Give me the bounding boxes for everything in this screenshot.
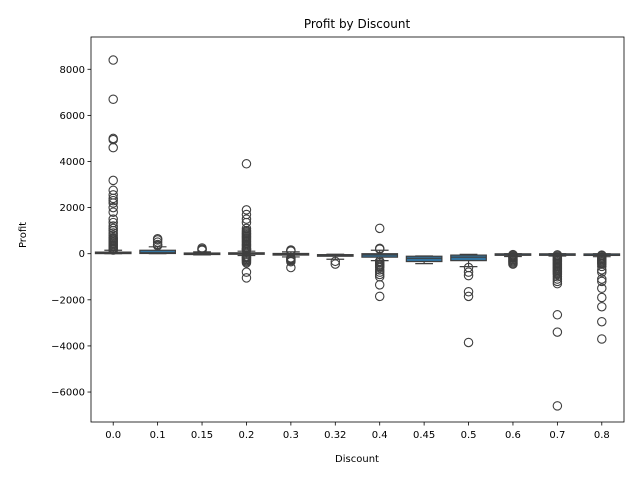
outlier-point: [241, 159, 252, 169]
outlier-point: [552, 272, 563, 282]
x-tick-label: 0.6: [505, 430, 521, 441]
y-axis-title: Profit: [18, 222, 29, 248]
outlier-point: [597, 301, 607, 312]
x-tick-label: 0.45: [413, 430, 435, 441]
outlier-point: [552, 274, 563, 284]
outlier-point: [552, 401, 563, 411]
outlier-point: [241, 258, 252, 268]
outlier-point: [552, 269, 563, 280]
x-tick-label: 0.8: [594, 430, 610, 441]
x-tick-label: 0.4: [372, 430, 388, 441]
outlier-point: [374, 223, 385, 234]
outlier-point: [597, 261, 607, 272]
outlier-point: [597, 316, 607, 327]
outlier-point: [463, 337, 474, 348]
outlier-point: [286, 262, 296, 273]
outlier-point: [108, 193, 118, 204]
outlier-point: [374, 280, 385, 290]
outlier-point: [597, 274, 607, 284]
y-tick-label: 6000: [60, 111, 85, 122]
outlier-point: [374, 262, 385, 273]
y-tick-label: 4000: [60, 157, 85, 168]
outlier-point: [463, 267, 474, 277]
x-tick-label: 0.7: [549, 430, 565, 441]
y-tick-label: −6000: [51, 388, 85, 399]
outlier-point: [374, 267, 385, 277]
outlier-point: [152, 237, 163, 247]
outlier-point: [108, 221, 118, 231]
outlier-point: [152, 240, 163, 251]
outlier-point: [241, 205, 252, 215]
outlier-point: [552, 310, 563, 320]
outlier-point: [552, 276, 563, 287]
outlier-point: [597, 334, 607, 344]
x-tick-label: 0.0: [105, 430, 121, 441]
y-tick-label: 8000: [60, 65, 85, 76]
outlier-point: [374, 291, 385, 302]
outlier-point: [463, 270, 474, 281]
outlier-point: [108, 142, 118, 153]
outlier-point: [108, 207, 118, 217]
outlier-point: [508, 259, 518, 269]
outlier-point: [241, 273, 252, 283]
x-tick-label: 0.2: [239, 430, 255, 441]
outlier-point: [108, 202, 118, 213]
y-tick-label: 2000: [60, 203, 85, 214]
y-tick-label: −4000: [51, 341, 85, 352]
outlier-point: [374, 244, 385, 254]
outlier-point: [108, 94, 118, 104]
outlier-point: [330, 256, 341, 267]
outlier-point: [197, 245, 207, 255]
outlier-point: [597, 276, 607, 287]
y-tick-label: −2000: [51, 295, 85, 306]
plot-area: −6000 −4000 −2000 0 2000 4000 6000 8000 0.0 0.1 0.…: [51, 36, 625, 441]
outlier-point: [597, 267, 607, 277]
outlier-point: [374, 269, 385, 280]
outlier-point: [463, 291, 474, 302]
outlier-point: [108, 195, 118, 206]
outlier-point: [108, 223, 118, 234]
outlier-point: [108, 214, 118, 224]
outlier-point: [597, 292, 607, 303]
outlier-point: [552, 278, 563, 289]
y-tick-label: 0: [79, 249, 85, 260]
outlier-point: [108, 55, 118, 65]
outlier-point: [374, 265, 385, 275]
box-iqr: [450, 254, 487, 262]
x-axis-title: Discount: [335, 454, 379, 465]
outlier-point: [108, 198, 118, 208]
outlier-point: [463, 286, 474, 297]
outlier-point: [286, 257, 296, 267]
outlier-point: [330, 259, 341, 269]
outlier-point: [241, 267, 252, 277]
plot-frame: [90, 36, 625, 423]
outlier-point: [241, 214, 252, 224]
outlier-point: [597, 265, 607, 275]
outlier-point: [597, 283, 607, 294]
x-tick-label: 0.3: [283, 430, 299, 441]
outlier-point: [108, 175, 118, 186]
x-tick-label: 0.15: [191, 430, 213, 441]
outlier-point: [152, 235, 163, 245]
outlier-point: [552, 327, 563, 337]
x-tick-label: 0.32: [324, 430, 346, 441]
x-tick-label: 0.1: [150, 430, 166, 441]
chart-title: Profit by Discount: [304, 17, 411, 31]
x-tick-label: 0.5: [461, 430, 477, 441]
outlier-point: [108, 245, 118, 255]
